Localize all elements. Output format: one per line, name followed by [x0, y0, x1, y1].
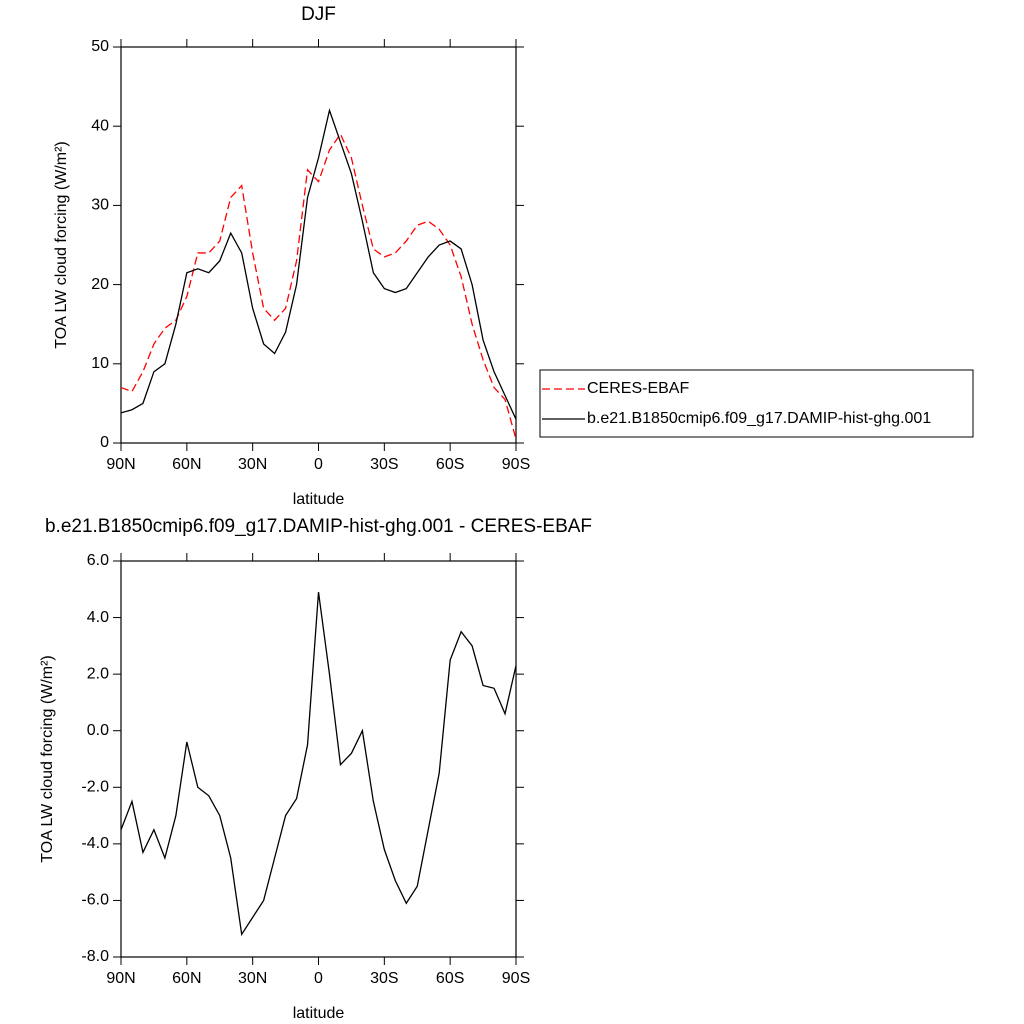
y-axis-label: TOA LW cloud forcing (W/m²) — [53, 141, 70, 348]
y-tick-label: 50 — [91, 38, 109, 55]
x-tick-label: 60S — [436, 970, 464, 987]
x-tick-label: 60N — [172, 970, 201, 987]
y-tick-label: 4.0 — [87, 609, 109, 626]
data-line — [120, 592, 517, 937]
x-tick-label: 30S — [370, 456, 398, 473]
x-tick-label: 60N — [172, 456, 201, 473]
y-tick-label: 0 — [100, 434, 109, 451]
chart-title: b.e21.B1850cmip6.f09_g17.DAMIP-hist-ghg.… — [45, 516, 592, 537]
x-tick-label: 30N — [238, 456, 267, 473]
y-tick-label: 30 — [91, 197, 109, 214]
legend-box — [539, 369, 974, 438]
y-tick-label: -8.0 — [81, 948, 109, 965]
y-tick-label: -4.0 — [81, 835, 109, 852]
y-tick-label: 40 — [91, 117, 109, 134]
y-axis-label: TOA LW cloud forcing (W/m²) — [39, 655, 56, 862]
x-axis-label: latitude — [293, 1005, 345, 1022]
x-tick-label: 90S — [502, 456, 530, 473]
y-tick-label: 20 — [91, 276, 109, 293]
y-tick-label: -6.0 — [81, 892, 109, 909]
x-tick-label: 90S — [502, 970, 530, 987]
x-tick-label: 0 — [314, 456, 323, 473]
x-tick-label: 90N — [106, 456, 135, 473]
x-tick-label: 30S — [370, 970, 398, 987]
y-tick-label: -2.0 — [81, 779, 109, 796]
y-tick-label: 6.0 — [87, 552, 109, 569]
x-tick-label: 60S — [436, 456, 464, 473]
y-tick-label: 0.0 — [87, 722, 109, 739]
y-tick-label: 10 — [91, 355, 109, 372]
x-axis-label: latitude — [293, 491, 345, 508]
legend-label: CERES-EBAF — [587, 380, 689, 397]
y-tick-label: 2.0 — [87, 665, 109, 682]
data-line — [120, 108, 517, 420]
x-tick-label: 30N — [238, 970, 267, 987]
legend-label: b.e21.B1850cmip6.f09_g17.DAMIP-hist-ghg.… — [587, 410, 931, 427]
x-tick-label: 0 — [314, 970, 323, 987]
x-tick-label: 90N — [106, 970, 135, 987]
chart-title: DJF — [301, 4, 336, 25]
data-line — [120, 132, 517, 440]
plot-frame — [120, 560, 517, 958]
